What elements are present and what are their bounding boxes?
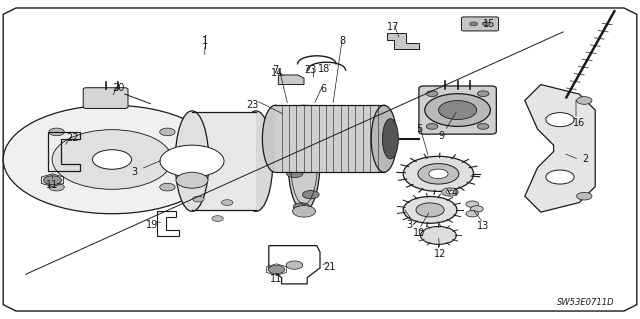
Circle shape [420, 226, 456, 244]
Polygon shape [192, 112, 256, 210]
Circle shape [403, 197, 457, 223]
Ellipse shape [239, 111, 273, 211]
Text: 10: 10 [413, 228, 426, 238]
Text: 8: 8 [339, 36, 346, 47]
Circle shape [292, 205, 316, 217]
FancyBboxPatch shape [461, 17, 499, 31]
Circle shape [426, 123, 438, 129]
Circle shape [416, 203, 444, 217]
Circle shape [466, 201, 479, 207]
Circle shape [286, 261, 303, 269]
Circle shape [438, 100, 477, 120]
Circle shape [289, 123, 305, 132]
Circle shape [466, 211, 479, 217]
Circle shape [403, 156, 474, 191]
Circle shape [92, 150, 132, 169]
Circle shape [426, 91, 438, 97]
Text: 15: 15 [483, 19, 496, 29]
Circle shape [212, 216, 223, 221]
Polygon shape [275, 105, 384, 172]
Circle shape [303, 190, 319, 199]
Text: 1: 1 [202, 36, 208, 47]
Circle shape [292, 105, 316, 117]
Circle shape [429, 169, 448, 179]
Ellipse shape [288, 111, 320, 211]
Text: SW53E0711D: SW53E0711D [557, 298, 614, 307]
Text: 12: 12 [433, 249, 446, 259]
Circle shape [470, 206, 483, 212]
Circle shape [293, 203, 310, 211]
Ellipse shape [262, 105, 288, 172]
Circle shape [160, 128, 175, 136]
Circle shape [160, 183, 175, 191]
Circle shape [193, 196, 204, 202]
Circle shape [3, 105, 221, 214]
Circle shape [418, 164, 459, 184]
Text: 23: 23 [304, 64, 317, 75]
Text: 19: 19 [146, 220, 159, 230]
Circle shape [305, 145, 321, 153]
Text: 3: 3 [131, 167, 138, 177]
Text: 21: 21 [323, 262, 336, 272]
Text: 18: 18 [318, 63, 331, 74]
Text: 14: 14 [271, 68, 284, 78]
Circle shape [446, 190, 454, 194]
Circle shape [477, 91, 489, 97]
Text: 16: 16 [573, 118, 586, 128]
Circle shape [546, 113, 574, 127]
Text: 4: 4 [451, 188, 458, 198]
Polygon shape [525, 85, 595, 212]
Text: 23: 23 [246, 100, 259, 110]
FancyBboxPatch shape [419, 86, 497, 134]
Text: 13: 13 [477, 221, 490, 232]
Circle shape [44, 176, 61, 185]
Circle shape [49, 128, 64, 136]
Text: 17: 17 [387, 22, 400, 32]
Circle shape [483, 22, 490, 26]
Circle shape [425, 94, 490, 126]
Circle shape [287, 169, 303, 177]
Polygon shape [387, 33, 419, 49]
Text: 7: 7 [272, 65, 278, 75]
Text: 9: 9 [438, 130, 445, 141]
Circle shape [477, 123, 489, 129]
FancyBboxPatch shape [83, 88, 128, 108]
Circle shape [577, 192, 592, 200]
Text: 11: 11 [270, 274, 283, 284]
Text: 22: 22 [66, 133, 79, 143]
Text: 3: 3 [406, 220, 413, 230]
Circle shape [160, 145, 224, 177]
Circle shape [298, 111, 315, 119]
Text: 5: 5 [416, 124, 422, 134]
Circle shape [442, 188, 458, 196]
Circle shape [290, 154, 318, 168]
Ellipse shape [383, 119, 398, 159]
Circle shape [176, 172, 208, 188]
Circle shape [49, 183, 64, 191]
Circle shape [470, 22, 477, 26]
Circle shape [221, 200, 233, 205]
Circle shape [546, 170, 574, 184]
Text: 20: 20 [112, 83, 125, 93]
Polygon shape [278, 75, 304, 85]
Circle shape [52, 130, 172, 189]
Circle shape [577, 97, 592, 104]
Text: 6: 6 [320, 84, 326, 94]
Ellipse shape [371, 105, 397, 172]
Text: 11: 11 [46, 180, 59, 190]
Ellipse shape [175, 111, 209, 211]
Circle shape [268, 265, 285, 274]
Text: 2: 2 [582, 154, 589, 165]
